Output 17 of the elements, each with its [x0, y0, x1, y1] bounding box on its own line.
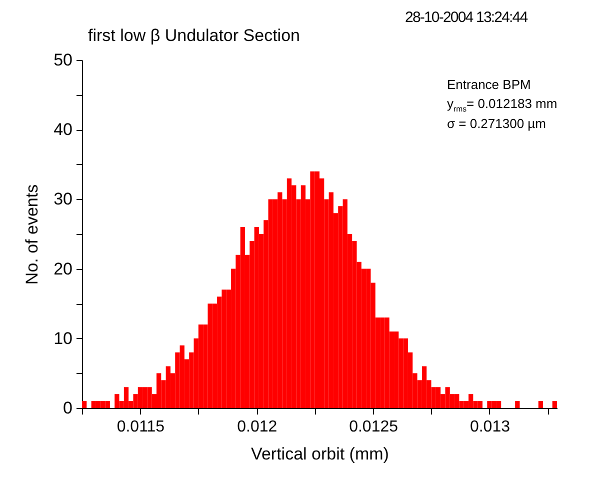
annotation: Entrance BPM: [447, 77, 531, 92]
y-tick-label: 0: [63, 398, 72, 418]
x-tick-label: 0.0115: [116, 418, 165, 436]
x-tick-label: 0.012: [237, 418, 278, 436]
y-tick-label: 10: [54, 328, 72, 348]
y-axis-title: No. of events: [22, 184, 42, 285]
x-axis-title: Vertical orbit (mm): [251, 444, 389, 464]
y-tick-label: 20: [54, 259, 72, 278]
x-tick-label: 0.0125: [349, 418, 398, 436]
x-tick-label: 0.013: [470, 418, 510, 436]
y-tick-label: 30: [54, 190, 72, 209]
y-tick-label: 50: [54, 50, 72, 70]
y-tick-label: 40: [54, 120, 72, 140]
text: 28-10-2004 13:24:44: [405, 9, 528, 26]
annotation: y$_{rms}$= 0.012183 mm: [447, 96, 558, 114]
annotation: σ = 0.271300 µm: [447, 116, 546, 131]
chart-title: first low β Undulator Section: [88, 26, 300, 45]
